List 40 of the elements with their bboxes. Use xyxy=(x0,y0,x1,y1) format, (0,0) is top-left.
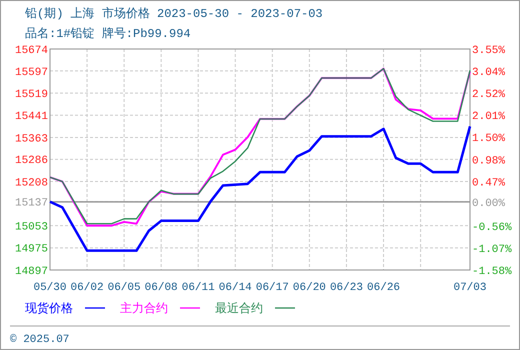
x-tick-label: 06/14 xyxy=(218,282,252,294)
x-tick-label: 06/11 xyxy=(182,282,216,294)
x-tick-label: 05/30 xyxy=(33,282,67,294)
y-tick-label: 15597 xyxy=(14,66,48,79)
y2-tick-label: 2.52% xyxy=(472,89,506,102)
y-tick-label: 14975 xyxy=(14,244,48,256)
text: © 2025.07 xyxy=(10,334,70,346)
y-tick-label: 15441 xyxy=(14,111,48,124)
x-tick-label: 06/02 xyxy=(70,282,104,294)
y2-tick-label: -1.58% xyxy=(472,266,512,278)
x-tick-label: 06/17 xyxy=(256,282,289,294)
y2-tick-label: -0.56% xyxy=(472,222,512,234)
y2-tick-label: 1.50% xyxy=(472,133,506,146)
legend-label: 主力合约 xyxy=(120,301,168,316)
x-tick-label: 06/08 xyxy=(144,282,178,294)
y-tick-label: 15208 xyxy=(14,177,48,190)
y2-tick-label: -1.07% xyxy=(472,244,512,256)
y2-tick-label: 0.98% xyxy=(472,156,506,168)
y-tick-label: 15053 xyxy=(14,221,48,234)
x-tick-label: 06/05 xyxy=(108,282,141,294)
y-tick-label: 15674 xyxy=(14,44,48,57)
chart-subtitle: 品名:1#铅锭 牌号:Pb99.994 xyxy=(25,27,191,41)
x-tick-label: 06/26 xyxy=(367,282,400,294)
y-tick-label: 15363 xyxy=(14,133,48,146)
x-tick-label: 06/20 xyxy=(292,282,326,294)
chart-title: 铅(期) 上海 市场价格 2023-05-30 - 2023-07-03 xyxy=(24,6,323,21)
legend-label: 最近合约 xyxy=(215,302,263,316)
x-tick-label: 07/03 xyxy=(453,282,487,294)
y2-tick-label: 3.04% xyxy=(472,66,506,79)
y2-tick-label: 2.01% xyxy=(472,111,506,124)
y2-tick-label: 0.00% xyxy=(472,198,506,210)
y-tick-label: 14897 xyxy=(14,266,48,278)
legend-label: 现货价格 xyxy=(25,302,73,316)
y-tick-label: 15137 xyxy=(14,198,48,210)
y-tick-label: 15519 xyxy=(14,88,48,101)
y2-tick-label: 0.47% xyxy=(472,178,506,190)
y-tick-label: 15286 xyxy=(14,155,48,168)
y2-tick-label: 3.55% xyxy=(472,44,506,57)
line-series xyxy=(48,125,472,252)
x-tick-label: 06/23 xyxy=(330,282,363,294)
